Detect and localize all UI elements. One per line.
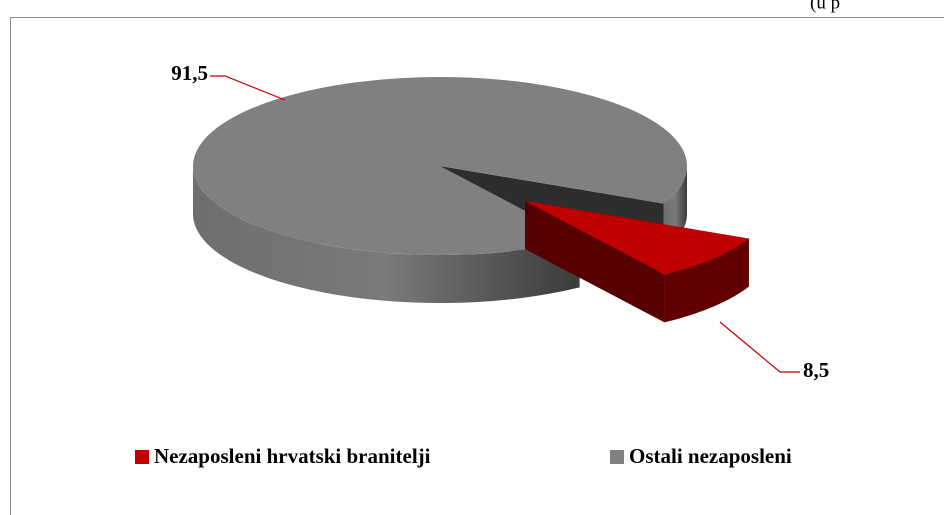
legend-label: Nezaposleni hrvatski branitelji <box>154 444 431 468</box>
slice-side <box>664 238 749 323</box>
slice-wall <box>525 201 665 323</box>
slice-side <box>193 166 580 303</box>
leader-line <box>210 75 286 101</box>
subtitle: (u p <box>810 0 840 13</box>
legend-swatch <box>135 450 149 464</box>
data-label: 8,5 <box>803 358 829 382</box>
leader-line <box>719 321 800 373</box>
slice <box>525 201 749 275</box>
legend-label: Ostali nezaposleni <box>629 444 792 468</box>
data-label: 91,5 <box>171 61 208 85</box>
legend-swatch <box>610 450 624 464</box>
slice <box>192 77 687 256</box>
